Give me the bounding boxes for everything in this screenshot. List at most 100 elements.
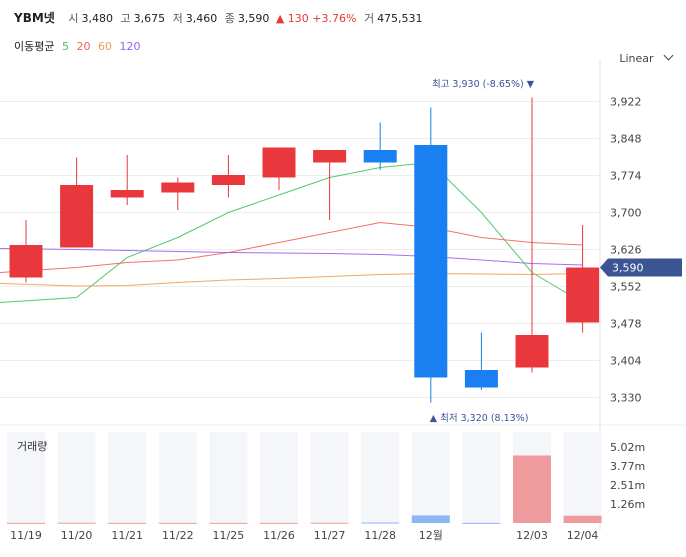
candle-body	[110, 190, 144, 198]
y-tick-label: 3,330	[610, 392, 642, 405]
ma-label: 이동평균	[14, 40, 55, 53]
candle	[9, 220, 43, 283]
candle	[110, 155, 144, 205]
y-tick-label: 3,922	[610, 96, 642, 109]
candle-body	[211, 175, 245, 185]
candle	[363, 122, 397, 170]
close-value: 3,590	[237, 12, 270, 25]
candle	[464, 332, 498, 390]
y-tick-label: 3,774	[610, 170, 642, 183]
volume-bg	[563, 432, 602, 523]
x-tick-label: 12월	[419, 529, 443, 542]
close-label: 종	[224, 12, 235, 25]
volume-bar	[310, 522, 349, 524]
current-price-label: 3,590	[612, 262, 644, 275]
moving-average-legend[interactable]: 이동평균 5 20 60 120	[14, 38, 144, 54]
ma-5[interactable]: 5	[61, 40, 69, 53]
y-tick-label: 3,700	[610, 207, 642, 220]
candle	[262, 147, 296, 190]
volume-bg	[7, 432, 45, 523]
volume-bg	[462, 432, 501, 523]
volume-panel-title: 거래량	[17, 440, 48, 453]
volume-bg	[260, 432, 298, 523]
volume-tick-label: 1.26m	[610, 498, 645, 511]
volume-value: 475,531	[377, 12, 423, 25]
low-label: 저	[172, 12, 183, 25]
candle-body	[515, 335, 549, 368]
volume-label: 거	[363, 12, 375, 25]
low-note: ▲ 최저 3,320 (8.13%)	[430, 413, 529, 424]
x-tick-label: 12/03	[516, 529, 548, 542]
x-tick-label: 11/28	[364, 529, 396, 542]
candle-body	[161, 182, 195, 193]
candle-body	[60, 185, 94, 248]
quote-header: YBM넷 시 3,480 고 3,675 저 3,460 종 3,590 ▲ 130 +…	[14, 9, 423, 26]
volume-bg	[310, 432, 349, 523]
volume-bar	[108, 522, 147, 524]
volume-bar	[158, 522, 197, 524]
scale-selector[interactable]: Linear	[619, 50, 674, 65]
x-tick-label: 12/04	[567, 529, 599, 542]
y-tick-label: 3,848	[610, 133, 642, 146]
volume-tick-label: 2.51m	[610, 479, 645, 492]
open-value: 3,480	[81, 12, 113, 25]
volume-bg	[158, 432, 197, 523]
volume-bar	[513, 455, 551, 523]
volume-tick-label: 3.77m	[610, 460, 645, 473]
ma-20[interactable]: 20	[76, 40, 91, 53]
x-tick-label: 11/26	[263, 529, 295, 542]
candle	[211, 155, 245, 198]
x-tick-label: 11/25	[213, 529, 245, 542]
candle-body	[566, 267, 600, 323]
open-label: 시	[68, 12, 79, 25]
x-tick-label: 11/19	[10, 529, 42, 542]
low-value: 3,460	[185, 12, 218, 25]
volume-bar	[462, 522, 501, 524]
chevron-down-icon	[663, 50, 674, 61]
x-tick-label: 11/20	[61, 529, 93, 542]
ma-line-20	[0, 221, 583, 273]
y-tick-label: 3,478	[610, 318, 642, 331]
volume-bar	[209, 522, 248, 524]
candle	[313, 150, 347, 220]
y-tick-label: 3,404	[610, 355, 642, 368]
candle-body	[363, 150, 397, 163]
x-tick-label: 11/21	[111, 529, 143, 542]
ma-120[interactable]: 120	[119, 40, 141, 53]
volume-tick-label: 5.02m	[610, 441, 645, 454]
volume-bg	[57, 432, 96, 523]
candle	[60, 157, 94, 248]
ma-line-120	[0, 248, 583, 266]
volume-bar	[260, 522, 298, 524]
change-value: ▲ 130 +3.76%	[275, 12, 357, 25]
candle-body	[262, 147, 296, 178]
candle-body	[313, 150, 347, 163]
stock-name: YBM넷	[14, 11, 55, 25]
volume-bg	[411, 432, 450, 523]
candle	[414, 107, 448, 403]
candle-body	[464, 370, 498, 388]
volume-bg	[209, 432, 248, 523]
volume-bar	[411, 515, 450, 523]
ma-line-5	[0, 161, 583, 303]
volume-bar	[7, 522, 45, 524]
current-price-tag	[600, 258, 682, 277]
y-tick-label: 3,626	[610, 244, 642, 257]
volume-bg	[361, 432, 400, 523]
volume-bar	[563, 515, 602, 523]
candle	[161, 177, 195, 210]
x-tick-label: 11/27	[314, 529, 346, 542]
candle	[566, 225, 600, 333]
ma-line-60	[0, 272, 583, 287]
candle-body	[414, 145, 448, 378]
scale-label: Linear	[619, 52, 654, 65]
high-note: 최고 3,930 (-8.65%) ▼	[432, 79, 535, 90]
candle	[515, 97, 549, 373]
ma-60[interactable]: 60	[97, 40, 112, 53]
volume-bar	[57, 522, 96, 524]
high-value: 3,675	[133, 12, 166, 25]
volume-bg	[108, 432, 147, 523]
x-tick-label: 11/22	[162, 529, 194, 542]
y-tick-label: 3,552	[610, 281, 642, 294]
